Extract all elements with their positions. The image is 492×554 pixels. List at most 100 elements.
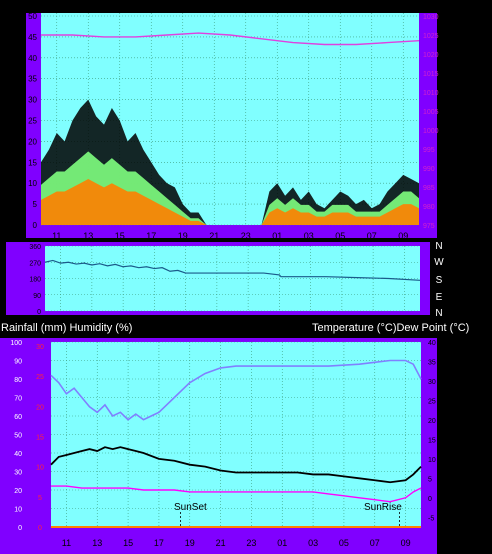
temperature-tick-right: 40 bbox=[428, 340, 436, 347]
direction-tick-left: 180 bbox=[29, 277, 41, 284]
compass-label-w: W bbox=[434, 257, 444, 268]
temperature-tick-right: 20 bbox=[428, 418, 436, 425]
humidity-tick-left: 10 bbox=[14, 507, 22, 514]
graph-title: 24 hour graph day : 31 August 2020 bbox=[171, 1, 346, 13]
temp-tick-x: 19 bbox=[185, 538, 195, 548]
rainfall-tick-left: 30 bbox=[36, 344, 44, 351]
humidity-tick-left: 0 bbox=[18, 525, 22, 532]
temp-tick-x: 23 bbox=[246, 538, 256, 548]
wind-tick-x: 13 bbox=[83, 231, 93, 241]
humidity-tick-left: 50 bbox=[14, 433, 22, 440]
compass-label-e: E bbox=[436, 292, 443, 303]
barometer-tick-right: 1020 bbox=[423, 52, 439, 59]
temp-tick-x: 03 bbox=[308, 538, 318, 548]
wind-tick-left: 40 bbox=[28, 54, 37, 63]
direction-tick-left: 270 bbox=[29, 260, 41, 267]
wind-tick-x: 19 bbox=[178, 231, 188, 241]
sunrise-label: SunRise bbox=[364, 502, 402, 513]
barometer-axis-title: Barometer (hpa) bbox=[372, 1, 452, 13]
compass-label-n: N bbox=[435, 308, 442, 319]
temperature-tick-right: 25 bbox=[428, 398, 436, 405]
humidity-tick-left: 70 bbox=[14, 396, 22, 403]
temperature-tick-right: 15 bbox=[428, 437, 436, 444]
barometer-tick-right: 985 bbox=[423, 185, 435, 192]
temperature-tick-right: 5 bbox=[428, 476, 432, 483]
series-layer bbox=[41, 32, 422, 528]
barometer-tick-right: 1010 bbox=[423, 90, 439, 97]
barometer-tick-right: 990 bbox=[423, 166, 435, 173]
dewpoint-line bbox=[51, 485, 422, 503]
wind-tick-left: 45 bbox=[28, 33, 37, 42]
humidity-tick-left: 60 bbox=[14, 414, 22, 421]
wind-tick-x: 07 bbox=[367, 231, 377, 241]
temp-tick-x: 01 bbox=[277, 538, 287, 548]
compass-label-s: S bbox=[436, 275, 443, 286]
wind-tick-left: 5 bbox=[33, 200, 38, 209]
wind-tick-left: 50 bbox=[28, 12, 37, 21]
barometer-tick-right: 1025 bbox=[423, 33, 439, 40]
temp-tick-x: 07 bbox=[370, 538, 380, 548]
temperature-tick-right: -5 bbox=[428, 515, 434, 522]
temp-tick-x: 05 bbox=[339, 538, 349, 548]
temp-tick-x: 11 bbox=[62, 538, 71, 548]
temperature-tick-right: 0 bbox=[428, 496, 432, 503]
direction-tick-left: 360 bbox=[29, 244, 41, 251]
direction-tick-left: 90 bbox=[33, 293, 41, 300]
barometer-tick-right: 1000 bbox=[423, 128, 439, 135]
wind-tick-left: 25 bbox=[28, 117, 37, 126]
wind-tick-x: 01 bbox=[272, 231, 282, 241]
wind-tick-left: 35 bbox=[28, 75, 37, 84]
humidity-tick-left: 90 bbox=[14, 359, 22, 366]
temp-tick-x: 21 bbox=[216, 538, 226, 548]
wind-tick-left: 10 bbox=[28, 179, 37, 188]
temp-tick-x: 15 bbox=[123, 538, 133, 548]
barometer-tick-right: 1005 bbox=[423, 109, 439, 116]
barometer-tick-right: 995 bbox=[423, 147, 435, 154]
wind-tick-left: 20 bbox=[28, 137, 37, 146]
humidity-tick-left: 40 bbox=[14, 451, 22, 458]
rainfall-tick-left: 10 bbox=[36, 465, 44, 472]
temperature-tick-right: 35 bbox=[428, 359, 436, 366]
barometer-tick-right: 1030 bbox=[423, 14, 439, 21]
barometer-tick-right: 1015 bbox=[423, 71, 439, 78]
temperature-tick-right: 30 bbox=[428, 379, 436, 386]
rain-humidity-axis-title: Rainfall (mm) Humidity (%) bbox=[1, 322, 132, 334]
barometer-tick-right: 975 bbox=[423, 223, 435, 230]
direction-tick-left: 0 bbox=[37, 309, 41, 316]
temp-tick-x: 17 bbox=[154, 538, 164, 548]
compass-label-n: N bbox=[435, 241, 442, 252]
wind-tick-x: 03 bbox=[304, 231, 314, 241]
humidity-tick-left: 30 bbox=[14, 470, 22, 477]
temp-tick-x: 13 bbox=[92, 538, 102, 548]
sunset-label: SunSet bbox=[174, 502, 207, 513]
humidity-tick-left: 80 bbox=[14, 377, 22, 384]
rainfall-tick-left: 5 bbox=[38, 495, 42, 502]
rainfall-tick-left: 15 bbox=[36, 435, 44, 442]
barometer-tick-right: 980 bbox=[423, 204, 435, 211]
rainfall-tick-left: 25 bbox=[36, 374, 44, 381]
wind-tick-x: 15 bbox=[115, 231, 125, 241]
humidity-tick-left: 20 bbox=[14, 488, 22, 495]
temp-plot-area bbox=[51, 342, 421, 527]
wind-tick-x: 17 bbox=[146, 231, 156, 241]
wind-tick-x: 23 bbox=[241, 231, 251, 241]
wind-tick-left: 15 bbox=[28, 158, 37, 167]
temp-dewpoint-axis-title: Temperature (°C)Dew Point (°C) bbox=[312, 322, 469, 334]
rainfall-tick-left: 0 bbox=[38, 525, 42, 532]
wind-tick-x: 05 bbox=[335, 231, 345, 241]
temp-tick-x: 09 bbox=[401, 538, 411, 548]
humidity-line bbox=[50, 359, 422, 421]
wind-avg-area bbox=[41, 179, 419, 225]
wind-direction-line bbox=[44, 259, 421, 281]
temperature-line bbox=[50, 446, 422, 484]
wind-tick-x: 11 bbox=[52, 231, 61, 241]
windspeed-axis-title: Windspeed (kph) bbox=[34, 1, 117, 13]
barometer-line bbox=[41, 32, 420, 46]
wind-tick-x: 09 bbox=[398, 231, 408, 241]
wind-tick-left: 0 bbox=[33, 221, 38, 230]
humidity-tick-left: 100 bbox=[10, 340, 22, 347]
tick-layer: 0510152025303540455097598098599099510001… bbox=[10, 12, 444, 548]
temperature-tick-right: 10 bbox=[428, 457, 436, 464]
wind-tick-left: 30 bbox=[28, 96, 37, 105]
